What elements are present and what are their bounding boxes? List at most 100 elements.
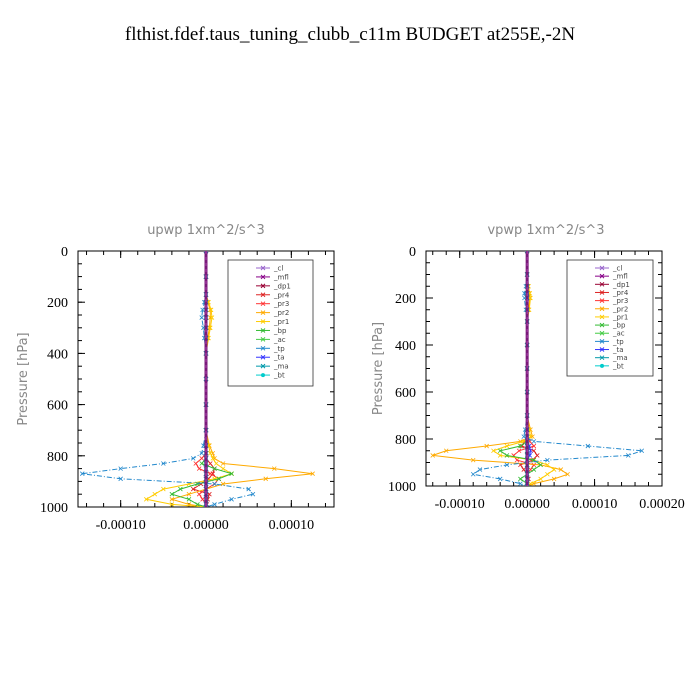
data-point	[518, 443, 523, 449]
legend-label: _pr3	[273, 300, 289, 308]
data-point	[209, 315, 215, 320]
series-line-pr1	[144, 251, 233, 507]
legend-label: _pr3	[612, 297, 628, 305]
legend-label: _mfl	[273, 273, 289, 281]
data-point	[161, 461, 166, 466]
y-axis-label: Pressure [hPa]	[371, 322, 386, 415]
legend-marker	[260, 363, 266, 369]
legend-label: _tp	[273, 345, 285, 353]
data-point	[545, 471, 550, 477]
data-point	[504, 453, 510, 458]
y-tick-label: 200	[395, 292, 416, 307]
legend-label: _pr1	[612, 313, 628, 321]
legend-box	[227, 259, 314, 387]
data-point	[220, 466, 226, 471]
legend-label: _cl	[273, 265, 283, 273]
data-point	[545, 457, 550, 463]
data-point	[200, 497, 205, 502]
legend-marker	[260, 328, 266, 333]
y-tick-label: 200	[47, 296, 68, 311]
legend-marker	[260, 283, 266, 289]
panel-2: vpwp 1xm^2/s^3 Pressure [hPa] 0 200 400 600 80…	[371, 223, 685, 512]
x-tick-label: 0.00000	[183, 518, 229, 533]
data-point	[310, 471, 315, 477]
data-point	[195, 481, 200, 487]
data-point	[443, 448, 449, 454]
data-point	[470, 457, 476, 463]
y-tick-label: 800	[395, 433, 416, 448]
legend-label: _ma	[612, 354, 628, 362]
data-point	[484, 443, 489, 449]
data-point	[504, 462, 510, 468]
legend-marker	[261, 373, 265, 378]
data-point	[531, 439, 537, 444]
data-point	[190, 456, 196, 461]
data-point	[169, 497, 175, 502]
legend-label: _pr2	[612, 305, 628, 313]
data-point	[169, 491, 175, 497]
data-point	[538, 476, 543, 482]
data-point	[208, 307, 214, 313]
data-point	[207, 471, 213, 477]
data-point	[558, 467, 564, 472]
data-point	[430, 453, 436, 458]
legend-label: _tp	[612, 338, 624, 346]
legend-label: _bt	[273, 372, 285, 380]
legend-marker	[599, 314, 605, 320]
panel-title: upwp 1xm^2/s^3	[147, 223, 265, 238]
data-point	[207, 450, 213, 456]
data-point	[207, 325, 213, 331]
legend-marker	[599, 347, 605, 352]
data-point	[528, 481, 533, 486]
legend-label: _ac	[612, 330, 625, 338]
data-point	[514, 457, 520, 463]
data-point	[271, 466, 277, 471]
x-tick-label: 0.00010	[269, 518, 315, 533]
data-point	[118, 476, 123, 482]
data-point	[518, 476, 523, 482]
data-point	[200, 307, 205, 313]
data-point	[199, 461, 205, 466]
data-point	[178, 486, 183, 492]
legend-marker	[599, 298, 605, 303]
data-point	[143, 497, 149, 502]
y-tick-label: 0	[61, 245, 68, 260]
legend-marker	[599, 265, 605, 271]
data-point	[521, 434, 527, 439]
data-point	[216, 476, 222, 482]
legend-label: _dp1	[612, 281, 630, 289]
legend-box	[566, 259, 654, 377]
legend-marker	[260, 319, 266, 324]
data-point	[534, 453, 540, 458]
data-point	[531, 448, 537, 454]
legend-marker	[260, 265, 266, 271]
data-point	[528, 448, 533, 454]
data-point	[545, 462, 550, 468]
data-point	[212, 481, 217, 487]
legend-label: _bp	[612, 322, 626, 330]
series-line-pr4	[192, 251, 216, 507]
y-tick-label: 1000	[40, 501, 68, 516]
legend-label: _pr4	[273, 291, 290, 299]
data-point	[79, 471, 85, 477]
data-point	[246, 486, 251, 492]
legend-marker	[260, 345, 266, 351]
y-tick-label: 600	[47, 399, 68, 414]
legend-marker	[599, 306, 605, 312]
legend-label: _pr4	[612, 289, 629, 297]
legend-label: _mfl	[612, 273, 628, 281]
data-point	[531, 443, 537, 449]
data-point	[518, 481, 523, 486]
data-point	[516, 448, 522, 454]
legend-label: _ma	[273, 363, 289, 371]
data-point	[161, 486, 166, 492]
legend-label: _dp1	[273, 282, 291, 290]
data-point	[212, 502, 217, 507]
data-point	[196, 466, 202, 471]
data-point	[169, 502, 175, 507]
panel-1: upwp 1xm^2/s^3 Pressure [hPa] 0 200 400 600 80…	[16, 223, 335, 533]
data-point	[212, 466, 217, 471]
data-point	[477, 467, 483, 472]
y-tick-label: 1000	[388, 480, 416, 495]
y-tick-label: 400	[395, 339, 416, 354]
